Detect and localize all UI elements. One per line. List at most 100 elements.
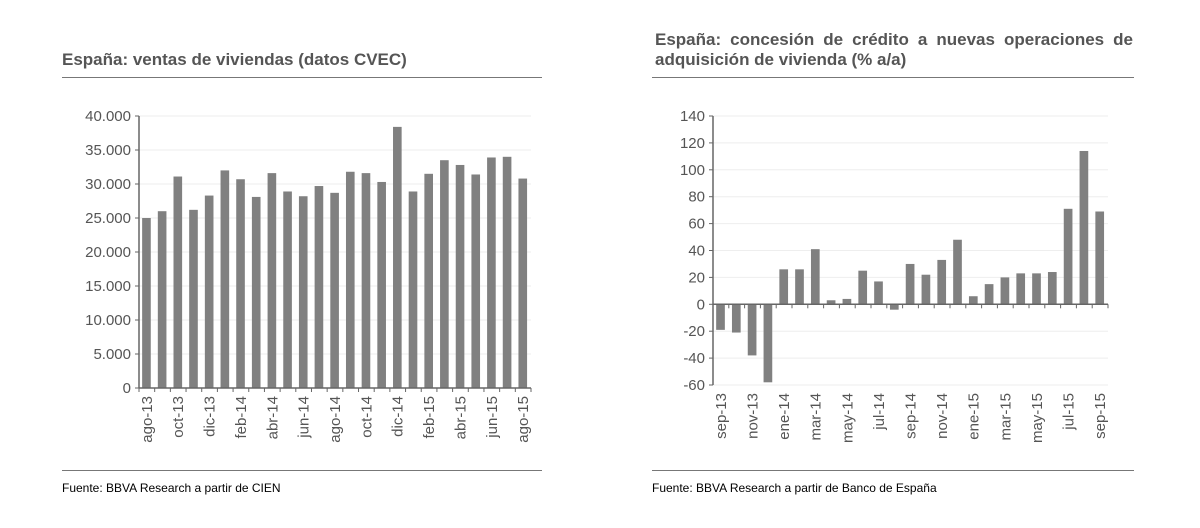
bar	[314, 186, 324, 388]
x-tick-label: sep-14	[903, 393, 920, 439]
x-tick-label: ene-15	[966, 393, 983, 440]
bar	[921, 274, 931, 305]
y-tick-label: 140	[680, 108, 705, 125]
bar	[251, 196, 261, 388]
bar	[330, 192, 339, 388]
y-tick-label: 120	[680, 135, 705, 152]
bar	[204, 195, 214, 388]
bar	[518, 178, 528, 388]
bar	[471, 174, 481, 388]
bar	[937, 259, 947, 305]
x-tick-label: jul-14	[871, 393, 888, 431]
x-tick-label: abr-15	[452, 396, 469, 439]
bar	[1032, 273, 1041, 305]
y-tick-label: 15.000	[85, 278, 131, 295]
bar	[874, 281, 883, 305]
y-tick-label: 100	[680, 162, 705, 179]
chart-title-right: España: concesión de crédito a nuevas op…	[655, 30, 1133, 69]
x-tick-label: nov-14	[934, 393, 951, 439]
x-tick-label: oct-14	[358, 396, 375, 438]
x-tick-label: may-14	[839, 393, 856, 443]
bar	[1016, 273, 1026, 305]
x-tick-label: jun-15	[484, 396, 501, 439]
bar	[795, 269, 804, 305]
bar	[393, 126, 402, 388]
bar	[779, 269, 789, 305]
x-tick-label: jul-15	[1061, 393, 1078, 431]
x-tick-label: mar-14	[808, 393, 825, 441]
chart-title-left: España: ventas de viviendas (datos CVEC)	[62, 50, 407, 69]
x-tick-label: dic-14	[390, 396, 407, 437]
y-tick-label: 25.000	[85, 210, 131, 227]
source-rule-right	[652, 470, 1134, 471]
x-tick-label: may-15	[1029, 393, 1046, 443]
y-tick-label: -40	[683, 350, 705, 367]
x-tick-label: mar-15	[997, 393, 1014, 441]
x-tick-label: ago-15	[515, 396, 532, 443]
source-left: Fuente: BBVA Research a partir de CIEN	[62, 481, 281, 495]
bar	[1047, 272, 1057, 305]
x-tick-label: ago-14	[327, 396, 344, 443]
x-tick-label: abr-14	[264, 396, 281, 439]
bar	[953, 239, 962, 305]
bar	[408, 191, 418, 388]
bar	[487, 157, 496, 388]
bar	[502, 156, 512, 388]
bar	[236, 179, 245, 388]
bar	[189, 209, 198, 388]
bar	[157, 211, 167, 388]
y-tick-label: 0	[123, 380, 131, 397]
y-tick-label: 60	[688, 216, 705, 233]
y-tick-label: -60	[683, 377, 705, 394]
bar	[455, 164, 465, 388]
bar	[142, 218, 151, 388]
x-tick-label: sep-13	[713, 393, 730, 439]
bar	[810, 249, 820, 305]
bar	[267, 173, 277, 388]
y-tick-label: 80	[688, 189, 705, 206]
bar	[905, 263, 915, 305]
bar	[345, 171, 355, 388]
bar	[1000, 277, 1010, 305]
x-tick-label: oct-13	[170, 396, 187, 438]
bar	[842, 298, 852, 305]
y-tick-label: 20.000	[85, 244, 131, 261]
bar	[1063, 208, 1073, 305]
y-tick-label: 20	[688, 269, 705, 286]
y-tick-label: 5.000	[93, 346, 131, 363]
x-tick-label: dic-13	[202, 396, 219, 437]
bar	[424, 173, 433, 388]
x-tick-label: sep-15	[1092, 393, 1109, 439]
y-tick-label: 40.000	[85, 108, 131, 125]
bar	[826, 300, 836, 305]
bar	[173, 176, 183, 388]
y-tick-label: 0	[697, 296, 705, 313]
y-tick-label: 10.000	[85, 312, 131, 329]
x-tick-label: ago-13	[139, 396, 156, 443]
title-rule-right	[652, 77, 1134, 78]
bar	[968, 296, 978, 305]
bar	[747, 304, 757, 356]
bar	[858, 270, 868, 305]
x-tick-label: jun-14	[296, 396, 313, 439]
bar	[361, 173, 371, 388]
bar	[1095, 211, 1105, 305]
y-tick-label: 40	[688, 243, 705, 260]
source-right: Fuente: BBVA Research a partir de Banco …	[652, 481, 937, 495]
bar	[1079, 150, 1089, 305]
bar	[298, 196, 308, 388]
source-rule-left	[62, 470, 542, 471]
x-tick-label: feb-15	[421, 396, 438, 439]
bar	[763, 304, 773, 383]
bar	[440, 160, 449, 388]
y-tick-label: 30.000	[85, 176, 131, 193]
bar	[984, 284, 994, 305]
bar	[731, 304, 741, 333]
x-tick-label: feb-14	[233, 396, 250, 439]
bar	[283, 191, 292, 388]
y-tick-label: 35.000	[85, 142, 131, 159]
x-tick-label: ene-14	[776, 393, 793, 440]
bar	[377, 181, 386, 388]
x-tick-label: nov-13	[745, 393, 762, 439]
